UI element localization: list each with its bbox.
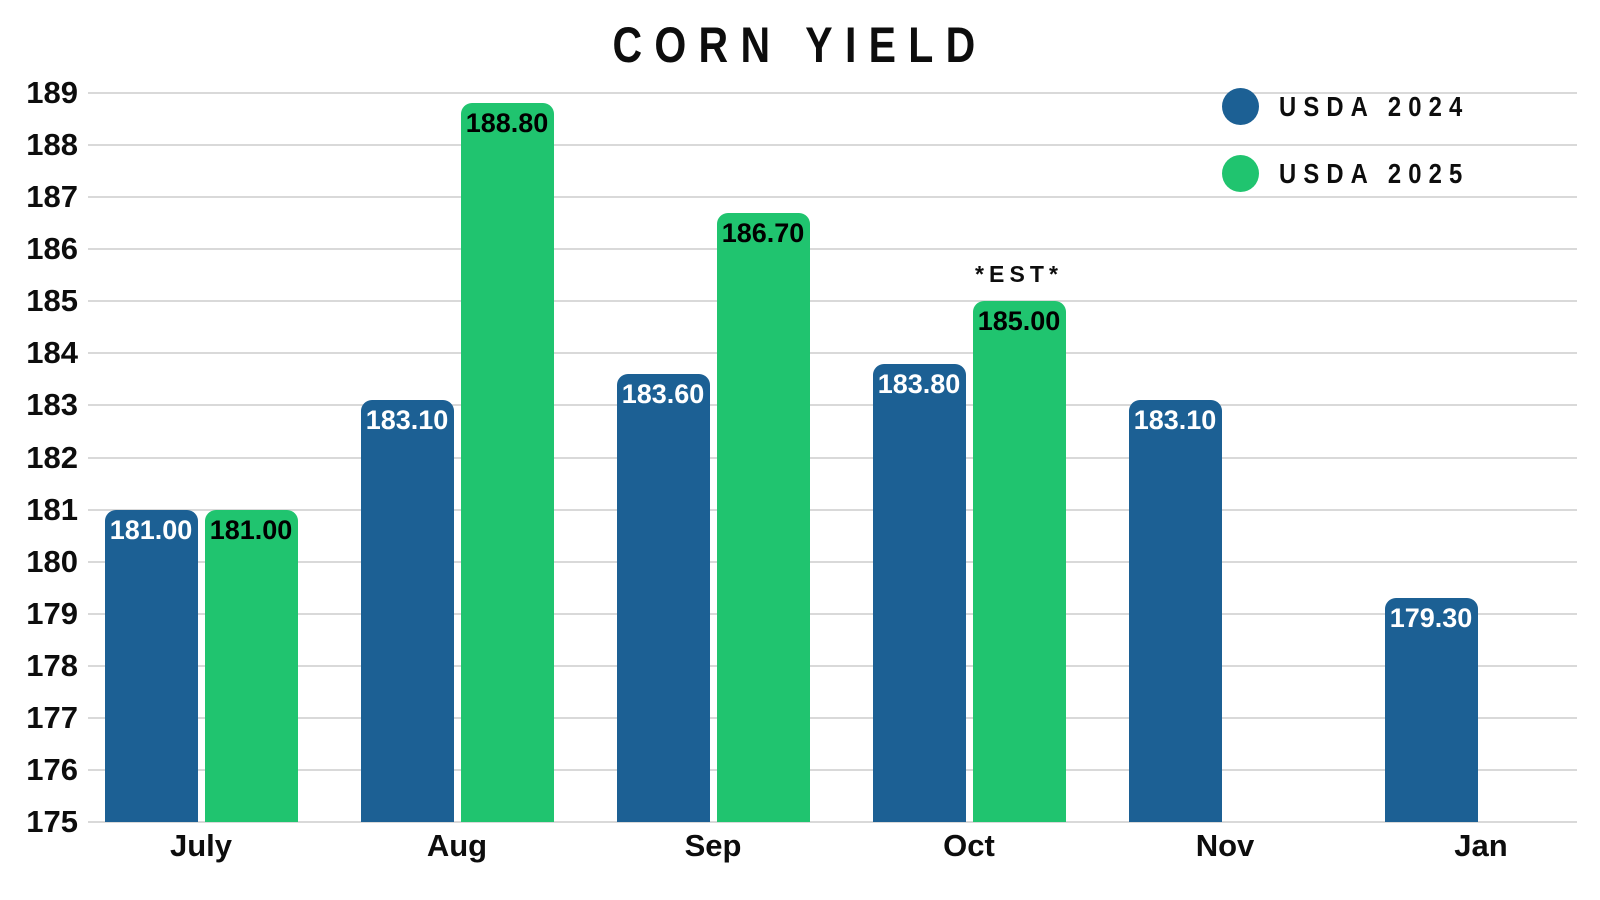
y-tick-label: 176 xyxy=(26,751,78,787)
gridline xyxy=(88,196,1577,199)
legend-swatch-blue-circle-icon xyxy=(1222,88,1259,125)
y-tick-label: 183 xyxy=(26,387,78,423)
gridline xyxy=(88,300,1577,303)
gridline xyxy=(88,716,1577,719)
bar-value-label: 183.60 xyxy=(621,379,705,410)
gridline xyxy=(88,768,1577,771)
gridline xyxy=(88,508,1577,511)
legend-label-usda-2025: USDA 2025 xyxy=(1279,157,1470,189)
legend-item-usda-2025: USDA 2025 xyxy=(1222,155,1503,192)
x-tick-label: Oct xyxy=(943,828,995,863)
bar-value-label: 186.70 xyxy=(721,217,805,248)
y-tick-label: 186 xyxy=(26,231,78,267)
bar-usda-2024-aug: 183.10 xyxy=(360,400,454,822)
legend-swatch-green-circle-icon xyxy=(1222,155,1259,192)
bar-value-label: 181.00 xyxy=(109,514,193,545)
y-tick-label: 175 xyxy=(26,804,78,839)
x-tick-label: Aug xyxy=(426,828,488,863)
gridline xyxy=(88,664,1577,667)
y-tick-label: 184 xyxy=(26,335,78,371)
chart-title: CORN YIELD xyxy=(612,17,988,73)
gridline xyxy=(88,92,1577,94)
legend: USDA 2024 USDA 2025 xyxy=(1222,88,1503,192)
bar-usda-2025-sep: 186.70 xyxy=(716,212,810,822)
y-tick-label: 177 xyxy=(26,699,78,735)
y-tick-label: 179 xyxy=(26,595,78,631)
gridline xyxy=(88,821,1577,823)
bar-usda-2024-sep: 183.60 xyxy=(616,374,710,822)
bar-value-label: 185.00 xyxy=(977,306,1061,337)
legend-label-usda-2024: USDA 2024 xyxy=(1279,90,1470,122)
y-tick-label: 182 xyxy=(26,439,78,475)
x-tick-label: July xyxy=(169,828,233,863)
gridline xyxy=(88,456,1577,459)
legend-item-usda-2024: USDA 2024 xyxy=(1222,88,1503,125)
gridline xyxy=(88,404,1577,407)
bar-usda-2025-aug: 188.80 xyxy=(460,103,554,822)
bar-usda-2025-oct: 185.00 xyxy=(972,301,1066,822)
y-tick-label: 188 xyxy=(26,127,78,163)
x-tick-label: Jan xyxy=(1454,828,1508,863)
bar-usda-2024-oct: 183.80 xyxy=(872,363,966,822)
bar-usda-2024-july: 181.00 xyxy=(104,509,198,822)
est-annotation: *EST* xyxy=(975,261,1063,288)
bar-value-label: 181.00 xyxy=(209,514,293,545)
bar-usda-2024-jan: 179.30 xyxy=(1384,598,1478,822)
bar-value-label: 183.10 xyxy=(365,405,449,436)
x-tick-label: Sep xyxy=(684,828,742,863)
bar-usda-2024-nov: 183.10 xyxy=(1128,400,1222,822)
gridline xyxy=(88,612,1577,615)
bar-value-label: 179.30 xyxy=(1389,603,1473,634)
y-tick-label: 185 xyxy=(26,283,78,319)
bar-value-label: 188.80 xyxy=(465,108,549,139)
y-tick-label: 178 xyxy=(26,647,78,683)
x-tick-label: Nov xyxy=(1195,828,1255,863)
bar-usda-2025-july: 181.00 xyxy=(204,509,298,822)
gridline xyxy=(88,560,1577,563)
y-tick-label: 180 xyxy=(26,543,78,579)
gridline xyxy=(88,248,1577,251)
gridline xyxy=(88,352,1577,355)
bar-value-label: 183.80 xyxy=(877,368,961,399)
y-tick-label: 181 xyxy=(26,491,78,527)
bar-value-label: 183.10 xyxy=(1133,405,1217,436)
y-tick-label: 189 xyxy=(26,75,78,110)
gridline xyxy=(88,144,1577,147)
y-tick-label: 187 xyxy=(26,179,78,215)
